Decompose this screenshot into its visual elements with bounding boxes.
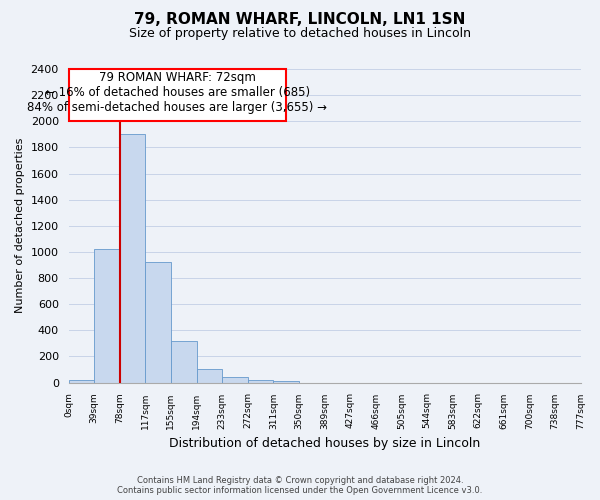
Y-axis label: Number of detached properties: Number of detached properties [15,138,25,314]
X-axis label: Distribution of detached houses by size in Lincoln: Distribution of detached houses by size … [169,437,480,450]
Bar [68,380,94,382]
Bar [197,369,222,382]
Bar [171,341,197,382]
Bar [94,250,120,382]
Bar [120,134,145,382]
Text: Contains HM Land Registry data © Crown copyright and database right 2024.
Contai: Contains HM Land Registry data © Crown c… [118,476,482,495]
Bar [145,262,171,382]
Text: ← 16% of detached houses are smaller (685): ← 16% of detached houses are smaller (68… [45,86,310,100]
Text: 79, ROMAN WHARF, LINCOLN, LN1 1SN: 79, ROMAN WHARF, LINCOLN, LN1 1SN [134,12,466,28]
Text: 84% of semi-detached houses are larger (3,655) →: 84% of semi-detached houses are larger (… [28,102,328,114]
Bar [248,380,274,382]
Text: 79 ROMAN WHARF: 72sqm: 79 ROMAN WHARF: 72sqm [99,72,256,85]
Text: Size of property relative to detached houses in Lincoln: Size of property relative to detached ho… [129,28,471,40]
Bar [222,376,248,382]
